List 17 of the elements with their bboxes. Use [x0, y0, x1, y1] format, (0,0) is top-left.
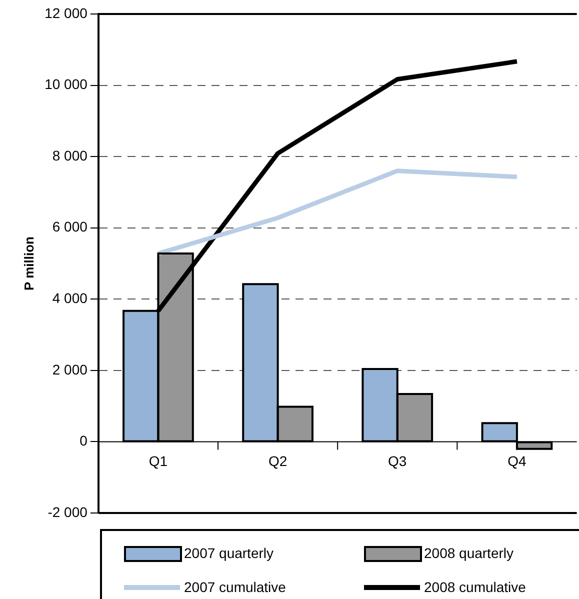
legend-label: 2008 cumulative [424, 578, 526, 595]
x-tick-label: Q4 [508, 452, 527, 469]
x-tick-label: Q1 [148, 452, 168, 469]
y-tick-label: 4 000 [52, 290, 88, 306]
legend-label: 2007 cumulative [184, 578, 286, 595]
x-tick-label: Q3 [388, 452, 407, 469]
legend-label: 2007 quarterly [184, 545, 274, 561]
x-tick-label: Q2 [268, 452, 288, 469]
y-tick-label: 12 000 [44, 4, 88, 21]
y-tick-label: 8 000 [52, 147, 88, 164]
y-tick-label: 10 000 [44, 76, 88, 92]
y-tick-label: 0 [80, 432, 88, 449]
legend-label: 2008 quarterly [424, 545, 514, 561]
y-tick-label: 6 000 [52, 218, 88, 235]
y-tick-label: 2 000 [52, 361, 88, 378]
y-tick-label: -2 000 [48, 504, 88, 520]
y-axis-title: P million [21, 236, 36, 290]
